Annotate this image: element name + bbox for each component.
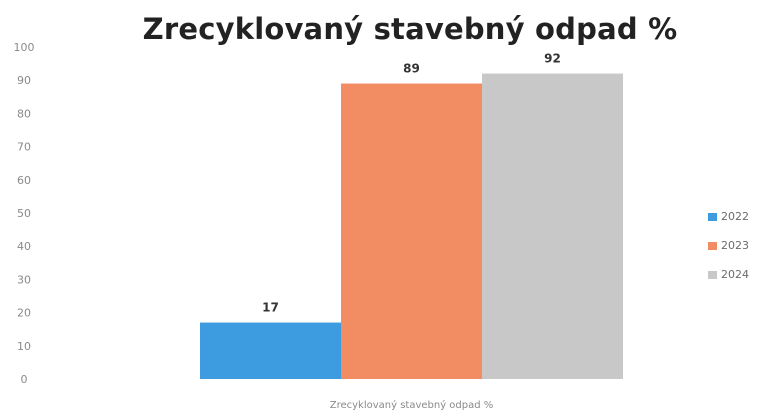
bar-2023: [341, 83, 482, 380]
y-tick-label: 100: [14, 41, 35, 54]
legend-label: 2022: [721, 210, 749, 223]
y-tick-label: 70: [17, 141, 31, 154]
legend-item-2024: 2024: [708, 260, 749, 289]
y-tick-label: 80: [17, 107, 31, 120]
y-tick-label: 0: [21, 373, 28, 386]
legend-swatch: [708, 270, 717, 279]
y-tick-label: 50: [17, 207, 31, 220]
legend-item-2022: 2022: [708, 202, 749, 231]
x-category-label: Zrecyklovaný stavebný odpad %: [330, 399, 494, 411]
chart-title: Zrecyklovaný stavebný odpad %: [142, 12, 678, 46]
legend-label: 2024: [721, 268, 749, 281]
y-tick-label: 60: [17, 174, 31, 187]
legend: 2022 2023 2024: [708, 202, 749, 289]
legend-label: 2023: [721, 239, 749, 252]
data-label-2022: 17: [262, 301, 279, 315]
bar-2022: [200, 322, 341, 379]
legend-item-2023: 2023: [708, 231, 749, 260]
legend-swatch: [708, 212, 717, 221]
data-label-2024: 92: [544, 52, 561, 66]
y-tick-label: 10: [17, 340, 31, 353]
y-tick-label: 20: [17, 307, 31, 320]
y-tick-label: 30: [17, 273, 31, 286]
y-tick-label: 90: [17, 74, 31, 87]
bar-2024: [482, 73, 623, 379]
legend-swatch: [708, 241, 717, 250]
y-tick-label: 40: [17, 240, 31, 253]
data-label-2023: 89: [403, 62, 420, 76]
